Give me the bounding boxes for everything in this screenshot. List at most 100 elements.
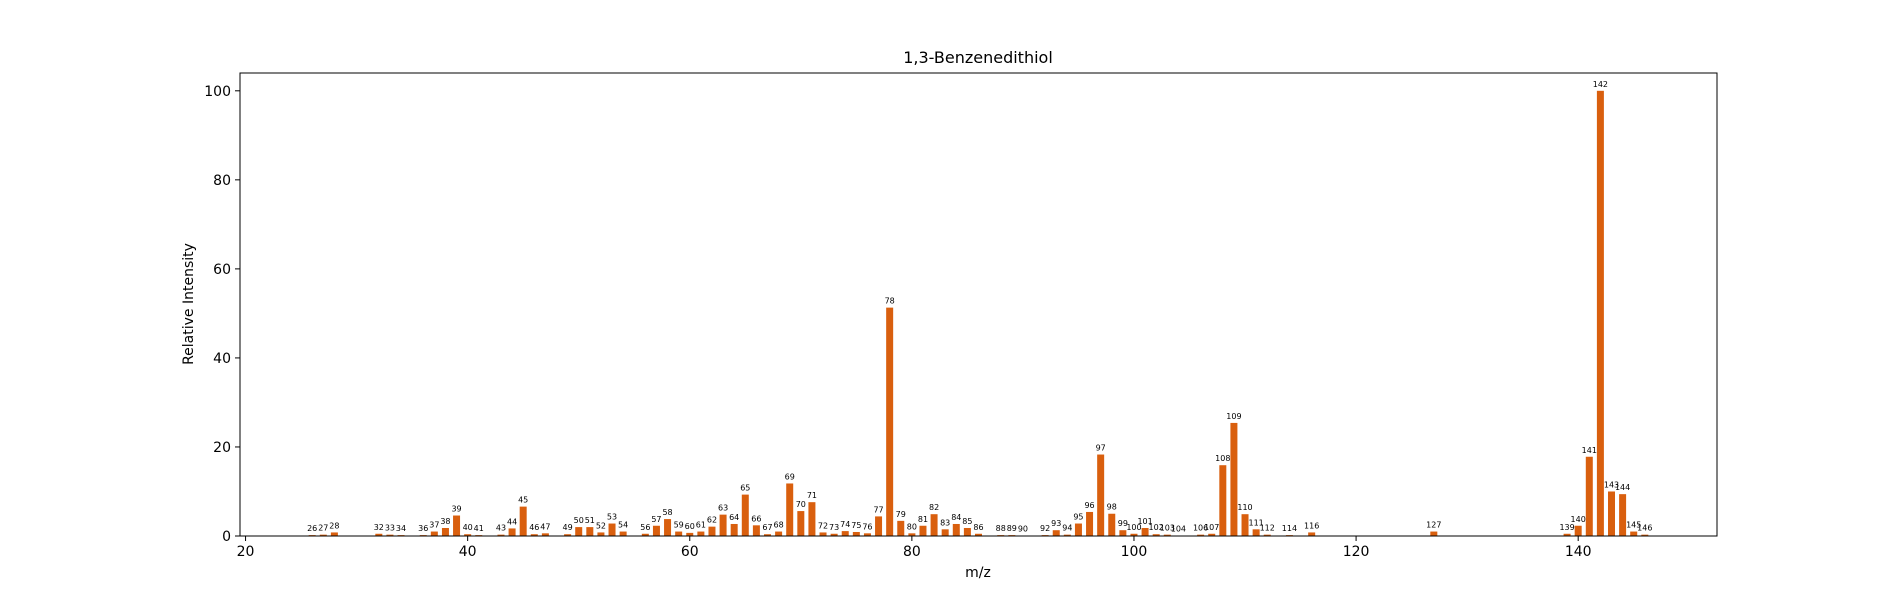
data-label-mz-51: 51	[585, 516, 595, 525]
data-label-mz-28: 28	[329, 521, 339, 530]
chart-title: 1,3-Benzenedithiol	[903, 48, 1053, 67]
data-label-mz-107: 107	[1204, 523, 1219, 532]
bar-mz-144	[1619, 494, 1627, 536]
data-label-mz-46: 46	[529, 523, 539, 532]
data-label-mz-70: 70	[796, 500, 806, 509]
bars-group	[308, 90, 1649, 536]
bar-mz-77	[875, 516, 883, 536]
bar-mz-57	[652, 525, 660, 536]
data-label-mz-68: 68	[774, 521, 784, 530]
data-label-mz-49: 49	[563, 523, 573, 532]
data-label-mz-146: 146	[1637, 524, 1652, 533]
data-label-mz-90: 90	[1018, 525, 1028, 534]
data-label-mz-89: 89	[1007, 524, 1017, 533]
bar-mz-68	[775, 531, 783, 536]
data-label-mz-78: 78	[885, 297, 895, 306]
y-tick-label: 60	[213, 262, 231, 278]
bar-mz-95	[1074, 523, 1082, 536]
bar-mz-69	[786, 483, 794, 536]
x-axis-label: m/z	[965, 565, 991, 581]
data-label-mz-92: 92	[1040, 524, 1050, 533]
bar-mz-86	[975, 533, 982, 536]
bar-mz-50	[575, 527, 583, 536]
data-label-mz-139: 139	[1559, 523, 1574, 532]
data-label-mz-83: 83	[940, 518, 950, 527]
x-tick-label: 40	[459, 544, 477, 560]
data-label-mz-106: 106	[1193, 524, 1208, 533]
bar-mz-61	[697, 531, 705, 536]
bar-mz-49	[564, 534, 572, 536]
bar-mz-38	[441, 527, 449, 536]
bar-mz-53	[608, 523, 616, 536]
data-label-mz-144: 144	[1615, 483, 1630, 492]
bar-mz-62	[708, 526, 716, 536]
bar-mz-107	[1208, 533, 1216, 536]
data-label-mz-65: 65	[740, 484, 750, 493]
bar-mz-96	[1086, 511, 1094, 536]
data-label-mz-143: 143	[1604, 480, 1619, 489]
data-label-mz-44: 44	[507, 517, 517, 526]
data-label-mz-61: 61	[696, 521, 706, 530]
data-label-mz-74: 74	[840, 520, 850, 529]
x-tick-label: 80	[903, 544, 921, 560]
bar-mz-39	[453, 515, 461, 536]
y-axis-ticks: 0 20 40 60 80 100	[204, 84, 240, 545]
data-label-mz-33: 33	[385, 524, 395, 533]
bar-mz-76	[863, 533, 871, 536]
data-label-mz-140: 140	[1571, 515, 1586, 524]
data-label-mz-111: 111	[1248, 518, 1263, 527]
bar-mz-54	[619, 531, 627, 536]
bar-mz-142	[1596, 90, 1604, 536]
data-label-mz-116: 116	[1304, 521, 1319, 530]
bar-mz-98	[1108, 513, 1116, 536]
bar-mz-74	[841, 531, 849, 536]
bar-mz-102	[1152, 534, 1160, 536]
bar-mz-65	[741, 494, 749, 536]
data-label-mz-60: 60	[685, 522, 695, 531]
data-label-mz-84: 84	[951, 513, 961, 522]
data-label-mz-36: 36	[418, 524, 428, 533]
data-label-mz-95: 95	[1073, 513, 1083, 522]
bar-mz-43	[497, 534, 505, 536]
data-label-mz-98: 98	[1107, 503, 1117, 512]
data-label-mz-142: 142	[1593, 80, 1608, 89]
bar-mz-145	[1630, 531, 1638, 536]
data-label-mz-93: 93	[1051, 519, 1061, 528]
bar-mz-45	[519, 506, 527, 536]
x-tick-label: 20	[237, 544, 255, 560]
bar-mz-37	[430, 531, 438, 536]
data-label-mz-43: 43	[496, 524, 506, 533]
x-tick-label: 60	[681, 544, 699, 560]
bar-mz-111	[1252, 529, 1260, 536]
bar-mz-94	[1063, 534, 1071, 536]
bar-mz-67	[764, 534, 771, 536]
bar-mz-59	[675, 531, 683, 536]
data-label-mz-54: 54	[618, 521, 628, 530]
data-label-mz-85: 85	[962, 517, 972, 526]
bar-mz-140	[1574, 525, 1582, 536]
data-label-mz-109: 109	[1226, 412, 1241, 421]
data-label-mz-53: 53	[607, 513, 617, 522]
bar-mz-73	[830, 533, 838, 536]
bar-mz-47	[541, 533, 549, 536]
data-label-mz-27: 27	[318, 524, 328, 533]
data-label-mz-77: 77	[873, 505, 883, 514]
data-label-mz-99: 99	[1118, 519, 1128, 528]
data-label-mz-86: 86	[973, 523, 983, 532]
data-label-mz-59: 59	[674, 521, 684, 530]
data-label-mz-26: 26	[307, 524, 317, 533]
data-label-mz-47: 47	[540, 522, 550, 531]
data-label-mz-41: 41	[474, 524, 484, 533]
bar-mz-139	[1563, 533, 1571, 536]
data-label-mz-88: 88	[996, 524, 1006, 533]
data-label-mz-76: 76	[862, 522, 872, 531]
data-label-mz-82: 82	[929, 503, 939, 512]
data-label-mz-101: 101	[1137, 517, 1152, 526]
y-tick-label: 40	[213, 351, 231, 367]
bar-mz-60	[686, 532, 694, 536]
bar-mz-33	[386, 534, 394, 536]
bar-mz-28	[330, 532, 338, 536]
bar-mz-58	[664, 519, 672, 536]
data-label-mz-103: 103	[1160, 524, 1175, 533]
